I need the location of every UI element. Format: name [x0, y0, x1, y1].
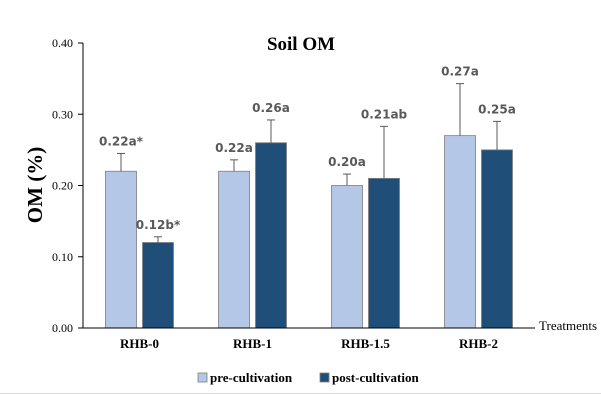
y-tick-label: 0.10: [52, 250, 73, 264]
axes: [82, 43, 535, 329]
data-label: 0.26a: [252, 101, 290, 115]
bar-post-cultivation-RHB-0: [142, 242, 174, 329]
bar-post-cultivation-RHB-1.5: [368, 177, 400, 329]
category-label-RHB-2: RHB-2: [459, 336, 498, 351]
data-label: 0.12b*: [136, 218, 181, 232]
legend-swatch-pre-cultivation: [197, 372, 208, 383]
bar-pre-cultivation-RHB-1: [218, 170, 250, 329]
bars: 0.22a* 0.12b* 0.22a 0.26a 0.20a 0.21ab 0.27a 0.…: [99, 65, 516, 329]
bar-post-cultivation-RHB-1: [255, 142, 287, 329]
legend-label-post-cultivation: post-cultivation: [332, 370, 419, 385]
category-labels: RHB-0 RHB-1 RHB-1.5 RHB-2: [120, 336, 498, 351]
data-label: 0.21ab: [361, 107, 408, 121]
data-label: 0.27a: [441, 65, 479, 79]
bar-pre-cultivation-RHB-2: [444, 135, 476, 329]
legend: pre-cultivation post-cultivation: [197, 370, 419, 385]
legend-swatch-post-cultivation: [319, 372, 330, 383]
legend-label-pre-cultivation: pre-cultivation: [210, 370, 293, 385]
category-label-RHB-0: RHB-0: [120, 336, 159, 351]
y-tick-label: 0.00: [52, 321, 73, 335]
x-axis-label: Treatments: [539, 318, 597, 333]
data-label: 0.22a: [215, 141, 253, 155]
chart-title: Soil OM: [267, 34, 335, 55]
y-tick-label: 0.30: [52, 107, 73, 121]
bar-pre-cultivation-RHB-0: [105, 170, 137, 329]
data-label: 0.22a*: [99, 134, 144, 148]
category-label-RHB-1: RHB-1: [233, 336, 272, 351]
data-label: 0.25a: [478, 102, 516, 116]
y-tick-label: 0.40: [52, 36, 73, 50]
y-axis-label: OM (%): [23, 147, 47, 223]
y-axis-ticks: 0.00 0.10 0.20 0.30 0.40: [52, 36, 83, 335]
category-label-RHB-1.5: RHB-1.5: [341, 336, 390, 351]
y-tick-label: 0.20: [52, 179, 73, 193]
bar-pre-cultivation-RHB-1.5: [331, 185, 363, 329]
data-label: 0.20a: [328, 155, 366, 169]
bar-post-cultivation-RHB-2: [481, 149, 513, 329]
